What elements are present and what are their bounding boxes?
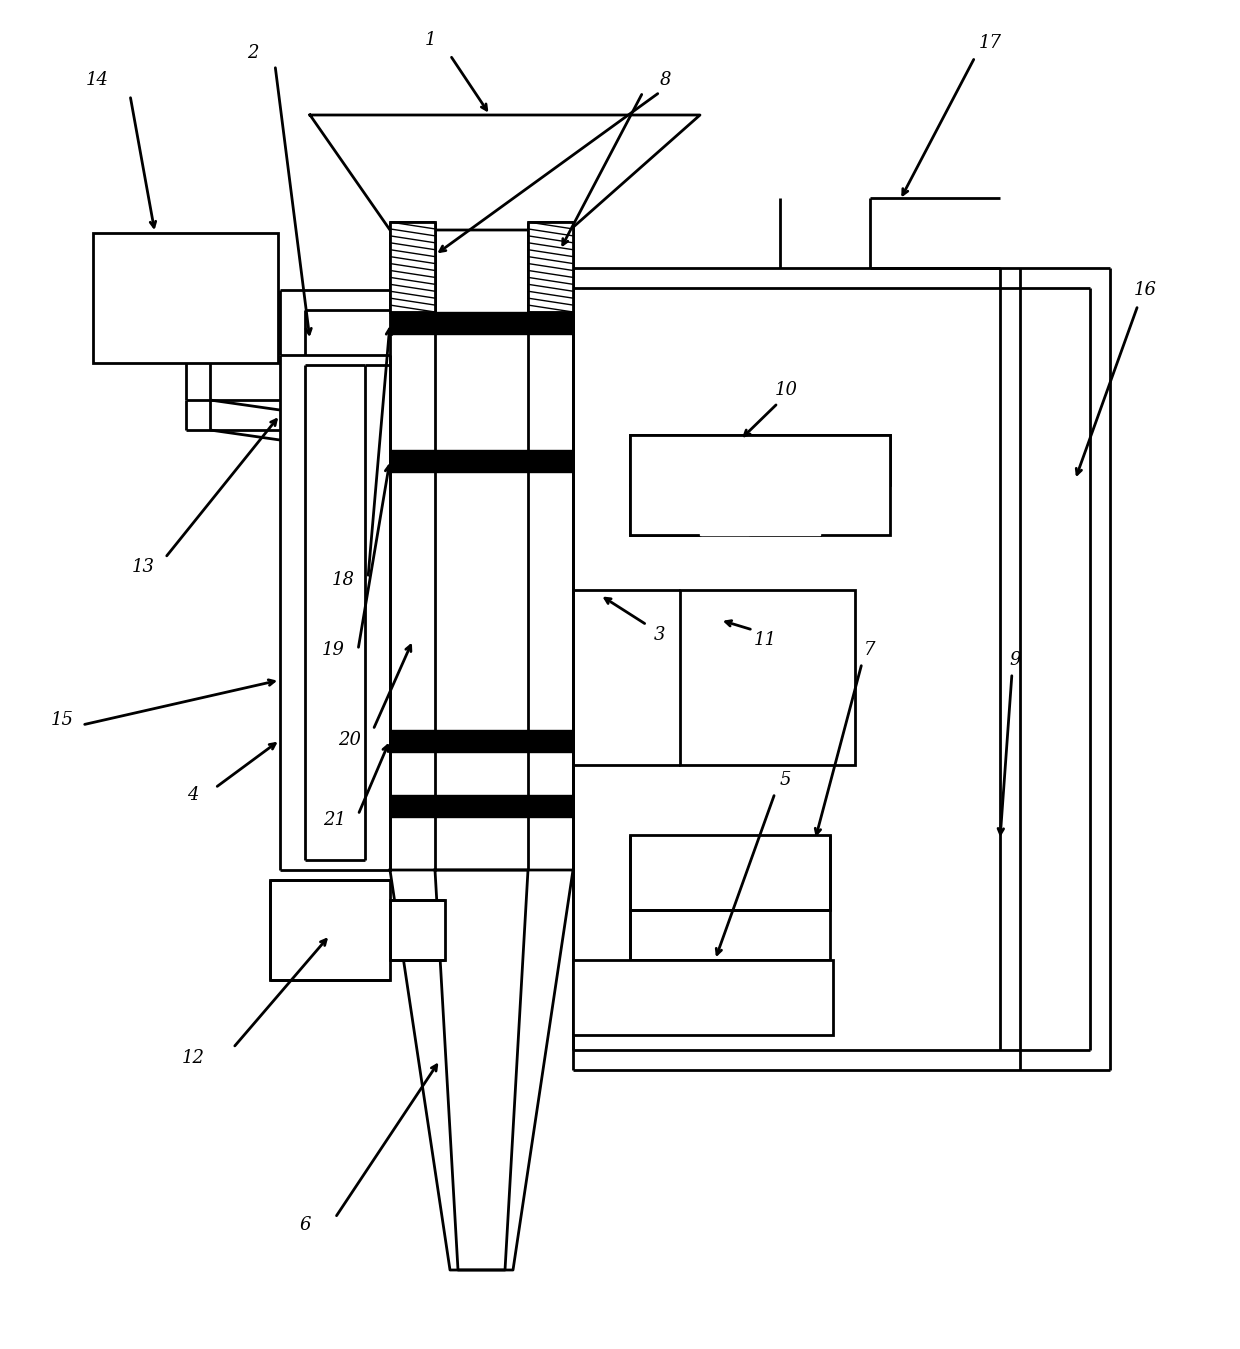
Text: 1: 1: [424, 31, 435, 49]
Bar: [630, 911, 830, 960]
Text: 11: 11: [754, 631, 776, 649]
Text: 16: 16: [1133, 281, 1157, 299]
Bar: [630, 835, 830, 911]
Text: 18: 18: [331, 571, 355, 590]
Bar: [391, 312, 573, 335]
Text: 17: 17: [978, 34, 1002, 53]
Text: 15: 15: [51, 711, 73, 728]
Bar: [680, 590, 856, 765]
Bar: [391, 795, 573, 817]
Bar: [391, 223, 435, 312]
Bar: [701, 434, 750, 536]
Bar: [630, 434, 890, 486]
Text: 7: 7: [864, 641, 875, 660]
Text: 10: 10: [775, 380, 797, 399]
Text: 2: 2: [247, 45, 259, 62]
Bar: [573, 960, 833, 1035]
Text: 12: 12: [181, 1050, 205, 1067]
Bar: [528, 223, 573, 312]
Text: 19: 19: [321, 641, 345, 660]
Bar: [93, 233, 278, 363]
Text: 20: 20: [339, 731, 362, 749]
Text: 6: 6: [299, 1215, 311, 1234]
Text: 3: 3: [655, 626, 666, 643]
Text: 4: 4: [187, 786, 198, 804]
Text: 13: 13: [131, 558, 155, 576]
Text: 9: 9: [1009, 652, 1021, 669]
Text: 21: 21: [324, 811, 346, 830]
Bar: [391, 730, 573, 751]
Bar: [630, 486, 701, 536]
Text: 5: 5: [779, 772, 791, 789]
Text: 14: 14: [86, 71, 109, 89]
Bar: [391, 451, 573, 472]
Bar: [750, 486, 820, 536]
Bar: [701, 486, 820, 536]
Bar: [270, 880, 391, 979]
Bar: [391, 900, 445, 960]
Text: 8: 8: [660, 71, 671, 89]
Bar: [630, 434, 890, 536]
